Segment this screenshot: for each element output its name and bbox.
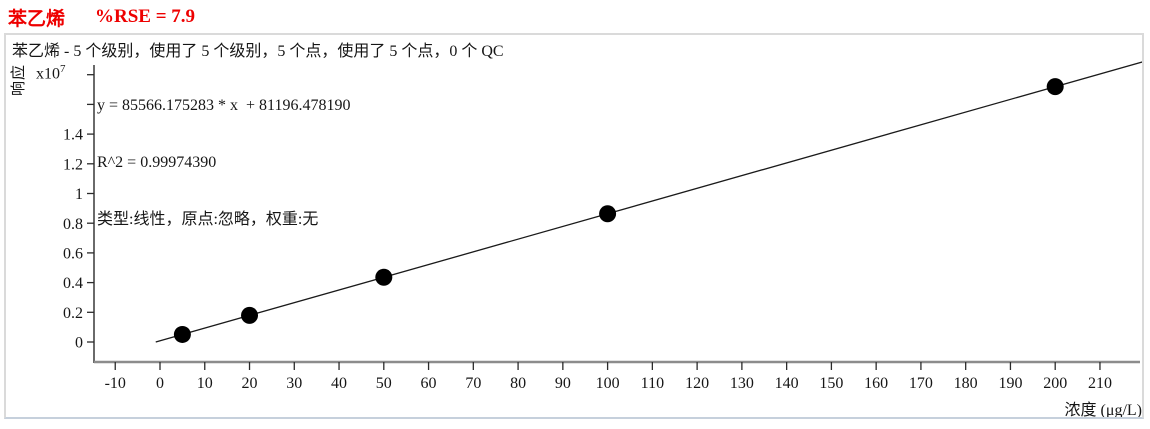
x-axis-tick-label: 60 <box>421 375 437 392</box>
x-axis-tick-label: 130 <box>730 375 754 392</box>
x-axis-tick-label: 120 <box>685 375 709 392</box>
x-axis-tick-label: 90 <box>555 375 571 392</box>
rse-value: %RSE = 7.9 <box>95 6 196 27</box>
y-axis-tick-label: 1 <box>75 186 83 203</box>
y-axis-tick-label: 1.2 <box>63 156 83 173</box>
x-axis-tick-label: 160 <box>864 375 888 392</box>
x-axis-tick-label: 180 <box>954 375 978 392</box>
x-axis-tick-label: 200 <box>1043 375 1067 392</box>
curve-summary-text: 苯乙烯 - 5 个级别，使用了 5 个级别，5 个点，使用了 5 个点，0 个 … <box>12 43 504 60</box>
chart-box: 苯乙烯 - 5 个级别，使用了 5 个级别，5 个点，使用了 5 个点，0 个 … <box>4 33 1144 419</box>
fit-equation-block: y = 85566.175283 * x + 81196.478190 R^2 … <box>97 58 350 267</box>
x-axis-tick-label: 210 <box>1088 375 1112 392</box>
data-point[interactable] <box>599 205 617 223</box>
y-axis-tick-label: 1.4 <box>63 127 83 144</box>
fit-line <box>155 61 1142 343</box>
response-axis-label: 响应 <box>10 64 27 97</box>
x-axis-tick-label: -10 <box>105 375 126 392</box>
x-axis-tick-label: 100 <box>596 375 620 392</box>
data-point[interactable] <box>173 325 191 343</box>
x-axis-tick-label: 40 <box>331 375 347 392</box>
x-axis-tick-label: 50 <box>376 375 392 392</box>
compound-name: 苯乙烯 <box>8 8 66 30</box>
fit-equation-line: y = 85566.175283 * x + 81196.478190 <box>97 97 351 114</box>
calibration-chart-svg: 0 0.2 0.4 0.6 0.8 1 1.2 1.4 -10 0 10 20 30 40 50 60 70 80… <box>63 61 1142 417</box>
x-axis-tick-label: 170 <box>909 375 933 392</box>
data-point[interactable] <box>375 268 393 286</box>
scale-exponent: 7 <box>60 63 66 75</box>
x-axis-tick-label: 10 <box>197 375 213 392</box>
x-axis-tick-label: 0 <box>156 375 164 392</box>
x-axis-tick-label: 80 <box>510 375 526 392</box>
x-axis-tick-label: 70 <box>465 375 481 392</box>
x-axis-tick-label: 110 <box>641 375 664 392</box>
data-point[interactable] <box>241 306 259 324</box>
x-axis-tick-label: 140 <box>775 375 799 392</box>
data-point[interactable] <box>1046 78 1064 96</box>
x-axis-tick-label: 20 <box>242 375 258 392</box>
chart-title: 苯乙烯 %RSE = 7.9 <box>8 5 196 30</box>
y-axis-tick-label: 0.8 <box>63 216 83 233</box>
x-axis-tick-label: 30 <box>286 375 302 392</box>
x-axis-tick-label: 190 <box>998 375 1022 392</box>
y-axis-scale-factor-label: x107 <box>36 63 66 83</box>
y-axis-tick-label: 0.6 <box>63 246 83 263</box>
y-axis-tick-label: 0.2 <box>63 305 83 322</box>
fit-settings-line: 类型:线性，原点:忽略，权重:无 <box>97 211 319 228</box>
x-axis-tick-label: 150 <box>819 375 843 392</box>
y-axis-tick-label: 0.4 <box>63 275 83 292</box>
y-axis-tick-label: 0 <box>75 335 83 352</box>
concentration-axis-label: 浓度 (μg/L) <box>1065 401 1142 417</box>
fit-r-squared-line: R^2 = 0.99974390 <box>97 154 217 171</box>
